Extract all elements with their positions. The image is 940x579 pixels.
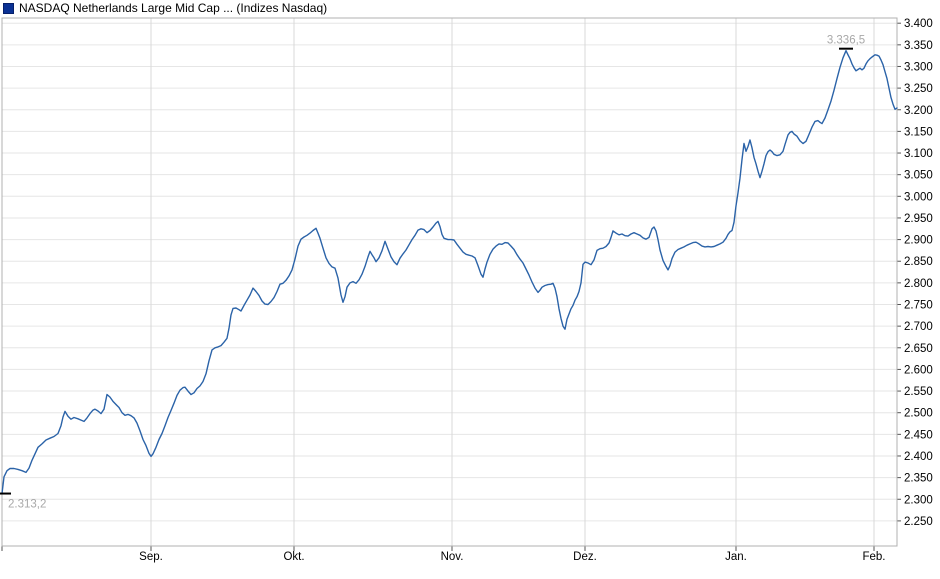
y-axis-tick-label: 3.300 <box>904 61 933 73</box>
x-axis-month-label: Okt. <box>283 551 304 563</box>
y-axis-tick-label: 2.500 <box>904 408 933 420</box>
price-line <box>1 50 898 495</box>
y-axis-tick-label: 2.350 <box>904 473 933 485</box>
y-axis-tick-label: 2.900 <box>904 235 933 247</box>
y-axis-tick-label: 2.700 <box>904 321 933 333</box>
y-axis-tick-label: 2.850 <box>904 256 933 268</box>
x-axis-month-label: Nov. <box>441 551 464 563</box>
y-axis-tick-label: 2.400 <box>904 451 933 463</box>
y-axis-tick-label: 2.650 <box>904 343 933 355</box>
y-axis-tick-label: 2.800 <box>904 278 933 290</box>
y-axis-tick-label: 2.550 <box>904 386 933 398</box>
y-axis-tick-label: 2.600 <box>904 364 933 376</box>
y-axis-tick-label: 3.250 <box>904 83 933 95</box>
legend-square-icon <box>3 2 14 14</box>
x-axis-month-label: Jan. <box>725 551 747 563</box>
y-axis-tick-label: 3.350 <box>904 40 933 52</box>
x-axis-month-label: Dez. <box>573 551 597 563</box>
y-axis-tick-label: 3.400 <box>904 18 933 30</box>
x-axis-month-label: Feb. <box>862 551 885 563</box>
chart-title: NASDAQ Netherlands Large Mid Cap ... (In… <box>19 1 328 15</box>
y-axis-tick-label: 3.000 <box>904 191 933 203</box>
y-axis-tick-label: 2.250 <box>904 516 933 528</box>
y-axis-tick-label: 3.050 <box>904 170 933 182</box>
y-axis-tick-label: 2.750 <box>904 300 933 312</box>
x-axis-month-label: Sep. <box>139 551 163 563</box>
plot-border <box>1 17 898 547</box>
start-value-label: 2.313,2 <box>8 499 46 511</box>
chart-header: NASDAQ Netherlands Large Mid Cap ... (In… <box>3 1 327 15</box>
y-axis-tick-label: 2.450 <box>904 429 933 441</box>
high-value-label: 3.336,5 <box>827 35 865 47</box>
y-axis-tick-label: 3.200 <box>904 105 933 117</box>
y-axis-tick-label: 3.100 <box>904 148 933 160</box>
y-axis-tick-label: 3.150 <box>904 126 933 138</box>
y-axis-tick-label: 2.950 <box>904 213 933 225</box>
chart-plot-area[interactable] <box>2 18 897 546</box>
y-axis-tick-label: 2.300 <box>904 494 933 506</box>
